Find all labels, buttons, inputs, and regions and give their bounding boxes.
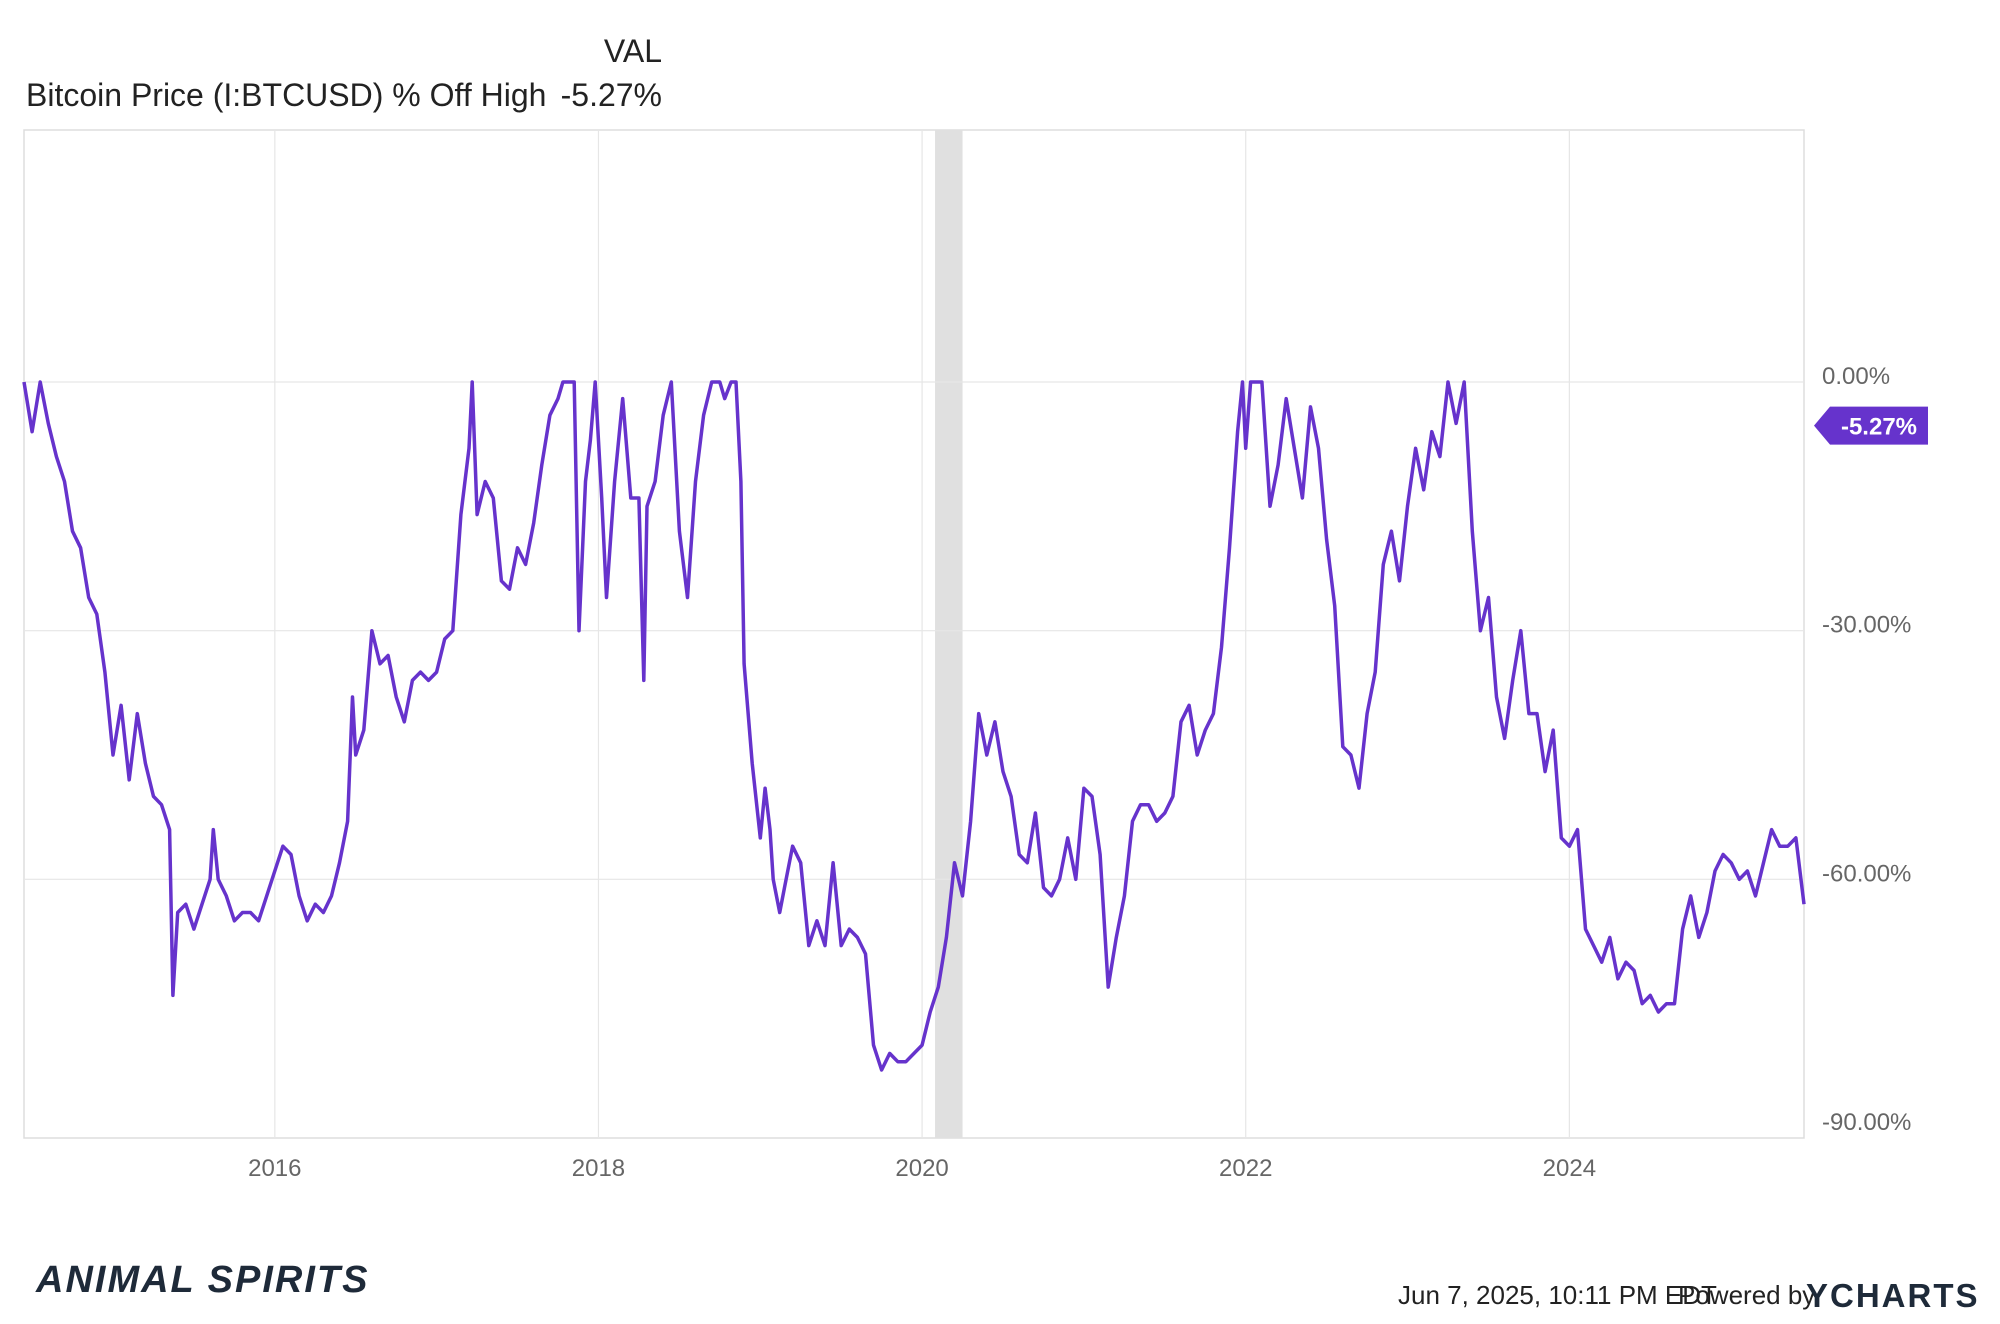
watermark-text: ANIMAL SPIRITS xyxy=(35,1259,369,1301)
y-tick-label: -30.00% xyxy=(1822,612,1911,639)
plot-area: 2016 2018 2020 2022 2024 0.00% -30.00% -60.00% -… xyxy=(22,129,1928,1182)
footer-powered-by: Powered by xyxy=(1678,1280,1815,1310)
ycharts-logo-text[interactable]: YCHARTS xyxy=(1806,1277,1980,1314)
y-tick-label: -90.00% xyxy=(1822,1109,1911,1136)
plot-frame xyxy=(23,129,1805,1139)
x-tick-label: 2024 xyxy=(1543,1155,1596,1182)
x-tick-label: 2020 xyxy=(895,1155,948,1182)
x-tick-label: 2016 xyxy=(248,1155,301,1182)
y-tick-label: 0.00% xyxy=(1822,363,1890,390)
ycharts-logo[interactable]: YCHARTS xyxy=(1806,1277,1980,1314)
x-tick-label: 2022 xyxy=(1219,1155,1272,1182)
legend-column-header: VAL xyxy=(604,33,662,69)
x-tick-label: 2018 xyxy=(572,1155,625,1182)
legend-series-label: Bitcoin Price (I:BTCUSD) % Off High xyxy=(26,77,546,113)
footer-timestamp: Jun 7, 2025, 10:11 PM EDT xyxy=(1398,1280,1717,1310)
y-tick-label: -60.00% xyxy=(1822,860,1911,887)
animal-spirits-watermark: ANIMAL SPIRITS xyxy=(35,1259,369,1301)
last-value-label: -5.27% xyxy=(1841,414,1917,441)
series-line xyxy=(22,380,1806,1072)
last-value-flag xyxy=(1814,406,1928,445)
legend-series-value: -5.27% xyxy=(561,77,662,113)
